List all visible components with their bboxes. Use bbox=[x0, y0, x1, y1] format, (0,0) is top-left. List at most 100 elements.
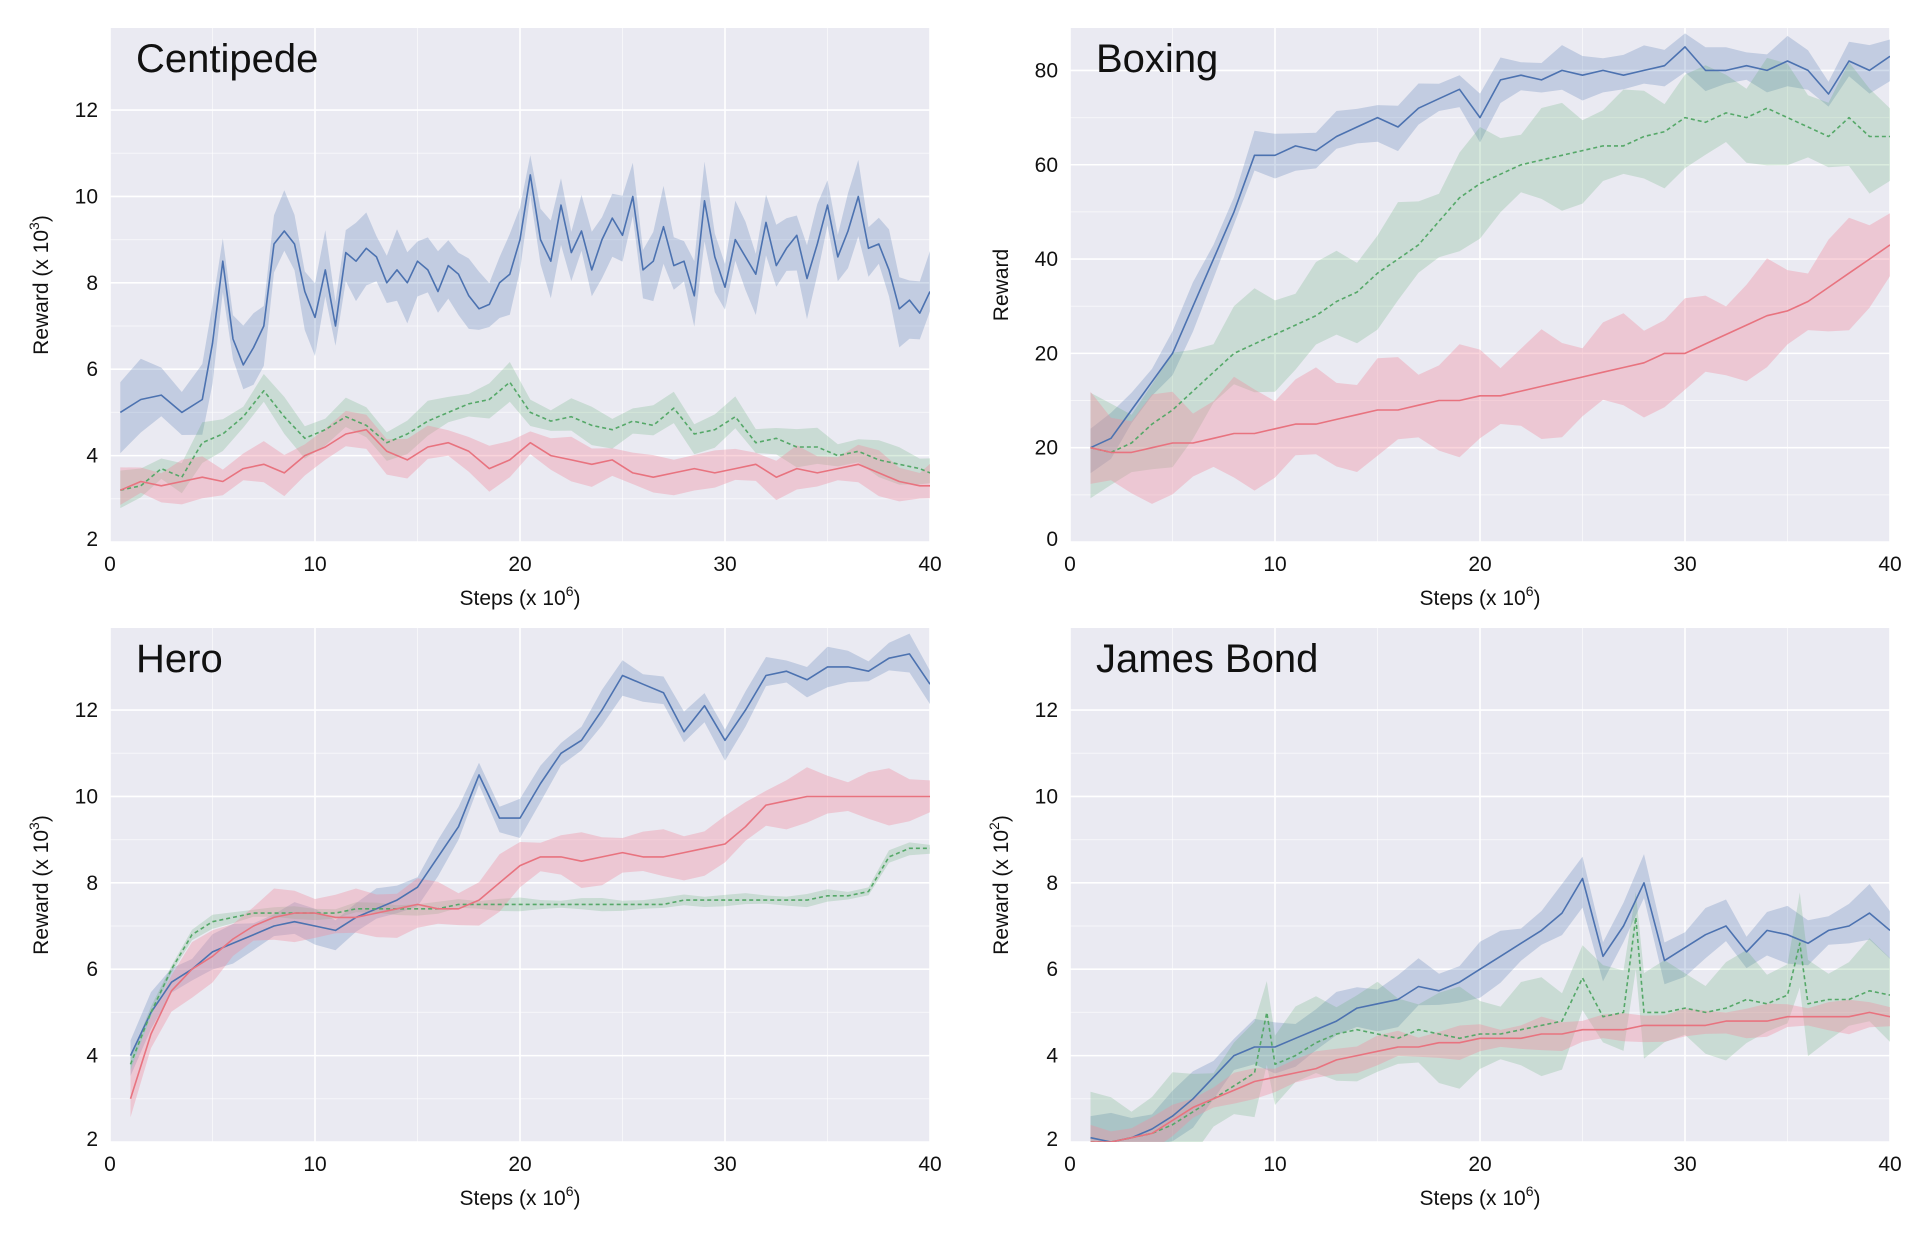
series-blue-line bbox=[119, 174, 930, 414]
x-axis-label-end: ) bbox=[1534, 587, 1541, 610]
series-group bbox=[1090, 854, 1890, 1142]
x-axis-label-text: Steps (x 10 bbox=[1419, 587, 1525, 610]
x-axis-label-exponent: 6 bbox=[1526, 583, 1534, 599]
x-tick-label: 0 bbox=[1064, 553, 1076, 576]
series-red-line bbox=[1090, 1011, 1890, 1142]
y-axis-label: Reward (x 102) bbox=[986, 815, 1013, 955]
x-axis-label-end: ) bbox=[574, 1187, 581, 1210]
x-axis-label: Steps (x 106) bbox=[1419, 583, 1540, 610]
x-tick-label: 10 bbox=[1263, 553, 1286, 576]
x-tick-label: 30 bbox=[713, 1153, 736, 1176]
series-red-band bbox=[130, 767, 930, 1118]
y-tick-label: 20 bbox=[1035, 437, 1058, 460]
y-axis-label: Reward (x 103) bbox=[26, 215, 53, 355]
series-green-line bbox=[120, 381, 930, 491]
x-axis-label-exponent: 6 bbox=[566, 1183, 574, 1199]
series-blue-band bbox=[120, 155, 930, 454]
x-axis-label-exponent: 6 bbox=[566, 583, 574, 599]
x-axis-label-text: Steps (x 10 bbox=[459, 1187, 565, 1210]
series-red-band bbox=[1090, 213, 1890, 504]
y-tick-label: 0 bbox=[1046, 528, 1058, 551]
chart-panel-3: Hero 0 10 20 30 40 2 4 6 8 10 12 Steps (x 106) Reward… bbox=[26, 628, 942, 1210]
x-tick-label: 10 bbox=[1263, 1153, 1286, 1176]
y-tick-label: 10 bbox=[75, 785, 98, 808]
y-axis-label: Reward bbox=[990, 249, 1013, 321]
series-green-line bbox=[1090, 916, 1890, 1142]
y-axis-label-text: Reward (x 10 bbox=[30, 230, 53, 355]
x-axis-label: Steps (x 106) bbox=[459, 583, 580, 610]
series-red-line bbox=[119, 428, 930, 491]
x-axis-label: Steps (x 106) bbox=[459, 1183, 580, 1210]
series-blue-line bbox=[129, 653, 930, 1056]
x-tick-label: 0 bbox=[104, 553, 116, 576]
chart-title: Centipede bbox=[136, 37, 318, 81]
series-group bbox=[1090, 33, 1890, 504]
x-tick-label: 30 bbox=[1673, 553, 1696, 576]
series-red-band bbox=[120, 410, 930, 505]
series-blue-band bbox=[1090, 33, 1890, 474]
x-tick-label: 10 bbox=[303, 1153, 326, 1176]
x-tick-label: 30 bbox=[713, 553, 736, 576]
y-axis-label-end: ) bbox=[990, 815, 1013, 822]
y-axis-label-exponent: 3 bbox=[26, 822, 42, 830]
x-axis-label-text: Steps (x 10 bbox=[1419, 1187, 1525, 1210]
series-blue-line bbox=[1090, 46, 1890, 449]
y-axis-label-exponent: 3 bbox=[26, 222, 42, 230]
x-tick-label: 0 bbox=[104, 1153, 116, 1176]
y-tick-label: 6 bbox=[86, 358, 98, 381]
y-tick-label: 12 bbox=[1035, 699, 1058, 722]
x-axis-label-exponent: 6 bbox=[1526, 1183, 1534, 1199]
x-tick-label: 20 bbox=[1468, 553, 1491, 576]
y-tick-label: 20 bbox=[1035, 342, 1058, 365]
y-axis-label-text: Reward bbox=[990, 249, 1013, 321]
series-blue-band bbox=[130, 633, 930, 1076]
chart-title: Hero bbox=[136, 637, 223, 681]
x-axis-label: Steps (x 106) bbox=[1419, 1183, 1540, 1210]
y-tick-label: 8 bbox=[1046, 872, 1058, 895]
y-tick-label: 8 bbox=[86, 272, 98, 295]
y-tick-label: 4 bbox=[1046, 1045, 1058, 1068]
y-tick-label: 60 bbox=[1035, 154, 1058, 177]
series-green-band bbox=[1090, 57, 1890, 499]
y-tick-label: 6 bbox=[1046, 958, 1058, 981]
x-tick-label: 20 bbox=[1468, 1153, 1491, 1176]
y-tick-label: 10 bbox=[75, 185, 98, 208]
y-tick-label: 80 bbox=[1035, 59, 1058, 82]
y-tick-label: 4 bbox=[86, 1045, 98, 1068]
y-tick-label: 2 bbox=[86, 1128, 98, 1151]
series-green-band bbox=[120, 362, 930, 509]
series-blue-line bbox=[1090, 877, 1890, 1142]
series-group bbox=[119, 155, 930, 509]
x-tick-label: 40 bbox=[1878, 1153, 1901, 1176]
y-tick-label: 12 bbox=[75, 699, 98, 722]
y-tick-label: 10 bbox=[1035, 785, 1058, 808]
y-tick-label: 2 bbox=[1046, 1128, 1058, 1151]
chart-title: Boxing bbox=[1096, 37, 1218, 81]
x-axis-label-end: ) bbox=[1534, 1187, 1541, 1210]
x-axis-label-end: ) bbox=[574, 587, 581, 610]
y-axis-label-text: Reward (x 10 bbox=[30, 830, 53, 955]
series-red-line bbox=[129, 795, 930, 1100]
x-axis-label-text: Steps (x 10 bbox=[459, 587, 565, 610]
x-tick-label: 40 bbox=[918, 1153, 941, 1176]
series-blue-band bbox=[1090, 854, 1890, 1142]
y-tick-label: 40 bbox=[1035, 248, 1058, 271]
chart-title: James Bond bbox=[1096, 637, 1318, 681]
y-tick-label: 8 bbox=[86, 872, 98, 895]
chart-panel-2: Boxing 0 10 20 30 40 0 20 20 40 60 80 Steps (x 106) R… bbox=[990, 28, 1902, 610]
y-tick-label: 4 bbox=[86, 445, 98, 468]
y-axis-label: Reward (x 103) bbox=[26, 815, 53, 955]
y-tick-label: 12 bbox=[75, 99, 98, 122]
series-green-band bbox=[1090, 892, 1890, 1142]
x-tick-label: 10 bbox=[303, 553, 326, 576]
x-tick-label: 30 bbox=[1673, 1153, 1696, 1176]
y-axis-label-exponent: 2 bbox=[986, 822, 1002, 830]
x-tick-label: 40 bbox=[1878, 553, 1901, 576]
x-tick-label: 20 bbox=[508, 1153, 531, 1176]
y-axis-label-text: Reward (x 10 bbox=[990, 830, 1013, 955]
series-red-line bbox=[1090, 244, 1890, 454]
series-green-line bbox=[129, 847, 930, 1065]
y-tick-label: 2 bbox=[86, 528, 98, 551]
